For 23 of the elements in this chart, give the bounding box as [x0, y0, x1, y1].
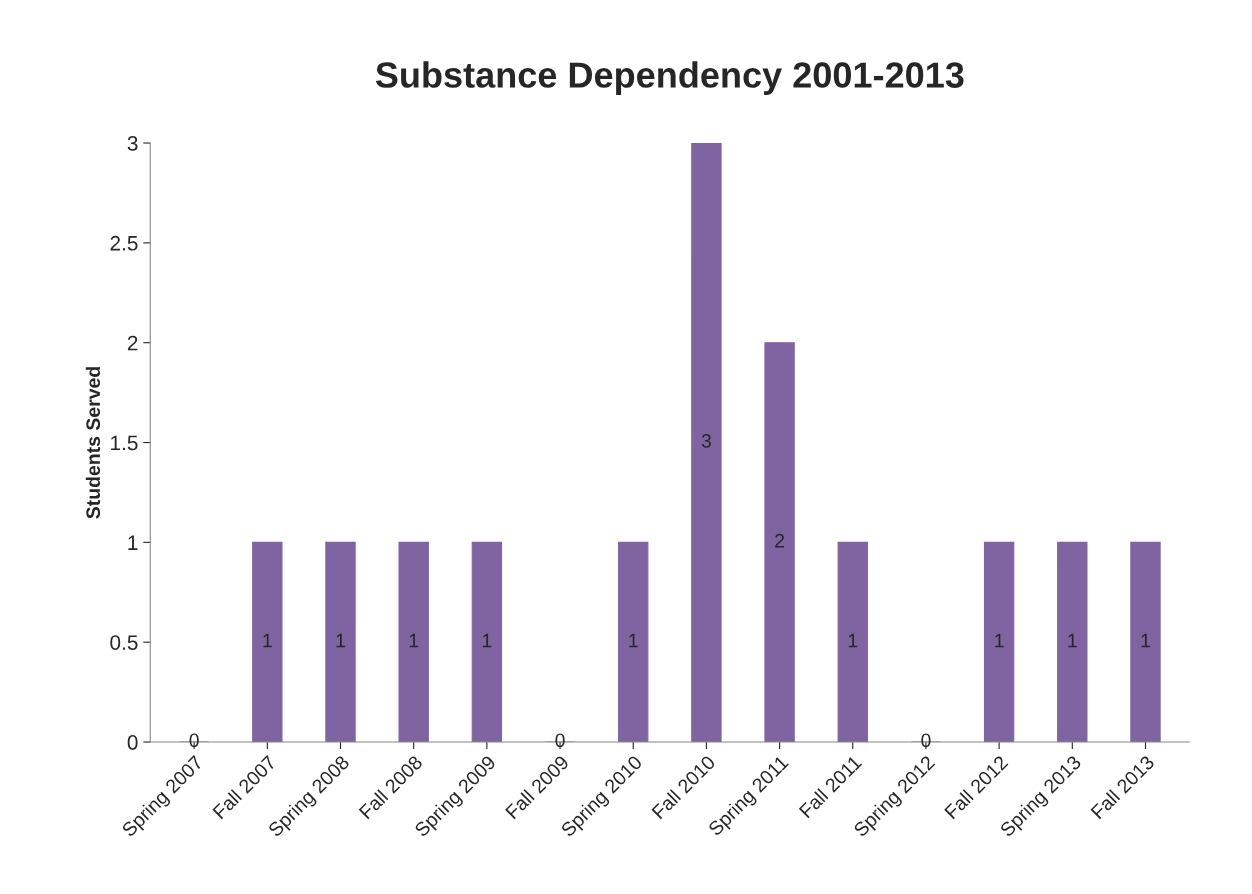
- data-label: 0: [189, 733, 199, 748]
- data-label: 1: [263, 633, 272, 648]
- y-tick-label: 2.5: [110, 235, 138, 251]
- y-tick-label: 2: [127, 335, 138, 351]
- data-label: 1: [848, 633, 858, 648]
- data-label: 3: [701, 433, 711, 448]
- data-label: 1: [1141, 633, 1150, 648]
- data-label: 1: [336, 633, 345, 648]
- data-label: 2: [775, 533, 785, 548]
- data-label: 1: [482, 633, 492, 648]
- chart-title: Substance Dependency 2001-2013: [375, 61, 964, 95]
- y-tick-label: 1.5: [111, 435, 138, 451]
- y-tick-label: 0.5: [110, 635, 138, 650]
- data-label: 1: [1068, 633, 1077, 648]
- data-label: 1: [409, 633, 419, 648]
- y-tick-label: 1: [128, 535, 138, 550]
- y-tick-label: 3: [127, 136, 138, 151]
- y-axis-title: Students Served: [85, 367, 101, 519]
- data-label: 1: [995, 633, 1004, 648]
- data-label: 0: [921, 733, 931, 748]
- data-label: 1: [629, 633, 638, 648]
- data-label: 0: [555, 733, 565, 748]
- y-tick-label: 0: [127, 735, 138, 750]
